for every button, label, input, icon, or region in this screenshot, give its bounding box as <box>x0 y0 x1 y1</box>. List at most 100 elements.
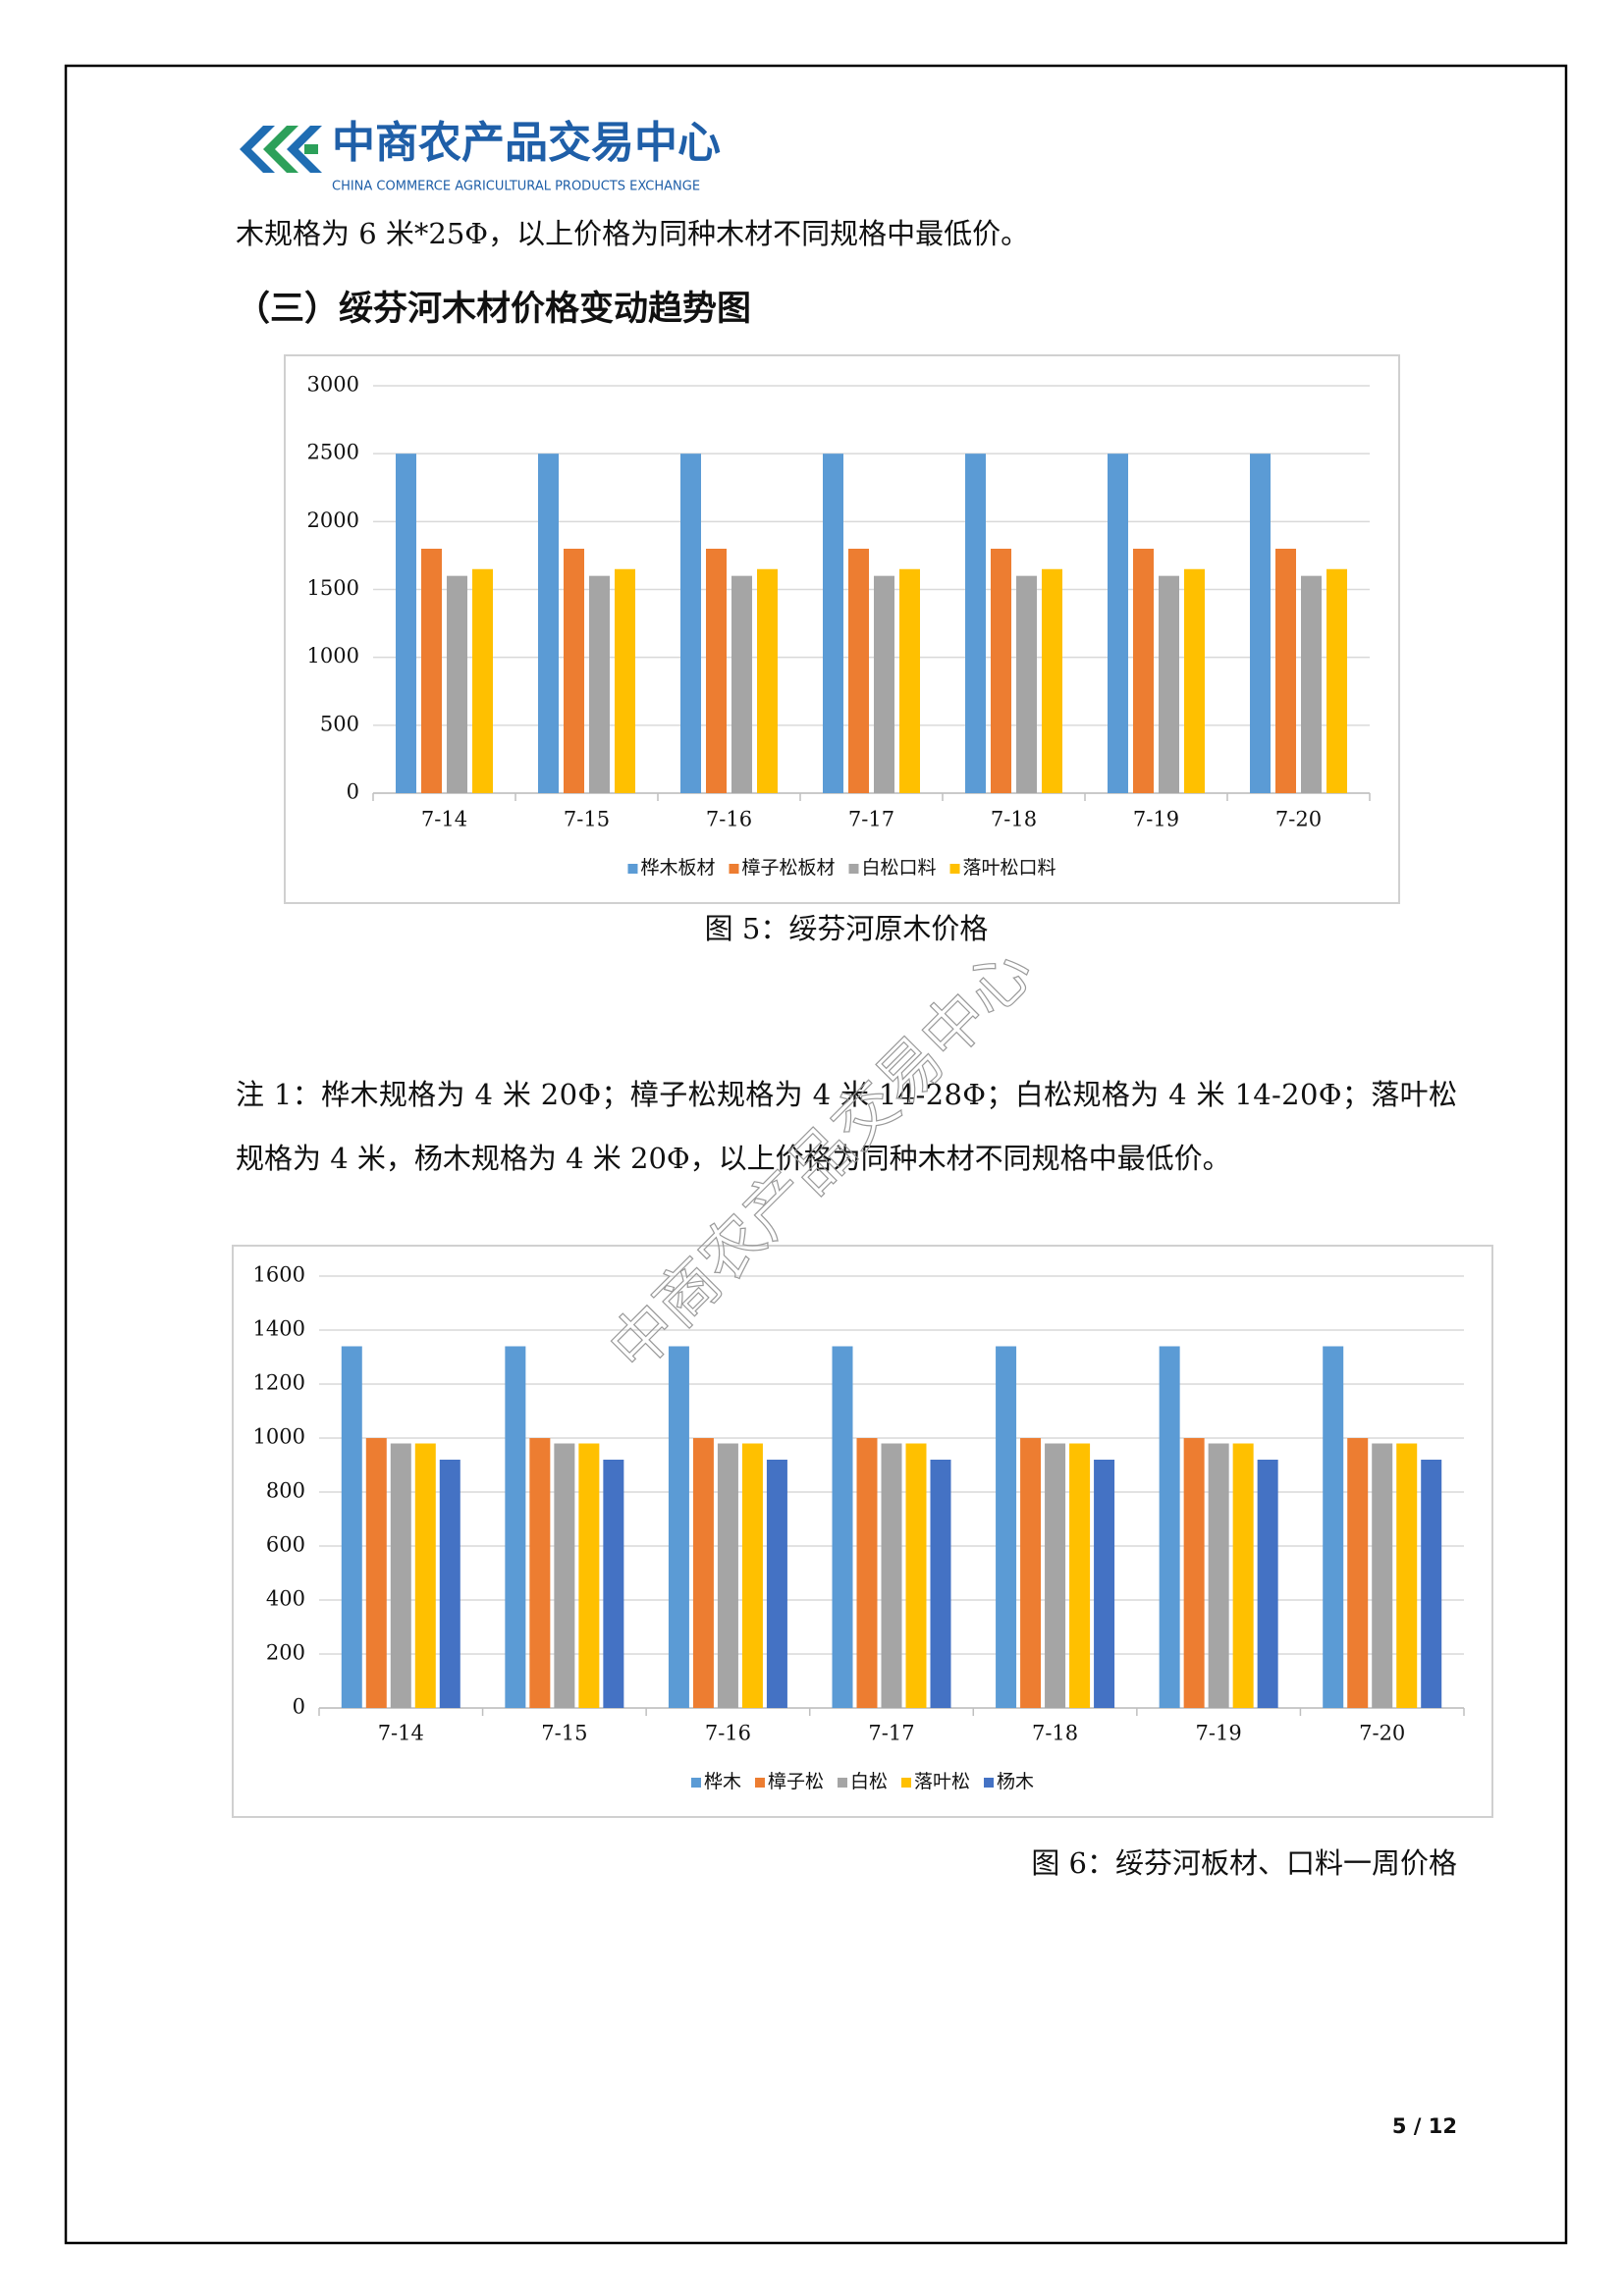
legend-label: 白松 <box>850 1771 888 1792</box>
legend-swatch <box>984 1778 995 1788</box>
section-heading: （三）绥芬河木材价格变动趋势图 <box>236 290 751 329</box>
chart-caption: 图 5：绥芬河原木价格 <box>705 912 989 945</box>
x-tick-label: 7-19 <box>1133 808 1179 831</box>
x-tick-label: 7-15 <box>541 1722 587 1745</box>
x-tick-label: 7-20 <box>1359 1722 1405 1745</box>
y-tick-label: 2500 <box>307 441 359 464</box>
y-tick-label: 500 <box>320 712 359 735</box>
bar <box>1045 1443 1066 1708</box>
bar <box>930 1460 951 1708</box>
x-tick-label: 7-18 <box>991 808 1037 831</box>
bar <box>874 575 894 793</box>
y-tick-label: 0 <box>293 1695 305 1719</box>
bar <box>965 454 986 793</box>
bar <box>991 549 1011 793</box>
x-tick-label: 7-14 <box>421 808 467 831</box>
chart-caption: 图 6：绥芬河板材、口料一周价格 <box>1031 1846 1457 1880</box>
logo-icon <box>240 126 322 173</box>
bar <box>856 1438 878 1708</box>
bar <box>1016 575 1037 793</box>
bar <box>396 454 416 793</box>
y-tick-label: 0 <box>347 780 359 804</box>
x-tick-label: 7-16 <box>705 1722 751 1745</box>
bar <box>538 454 559 793</box>
bar <box>832 1346 853 1708</box>
bar <box>1396 1443 1418 1708</box>
bar <box>899 568 920 793</box>
bar <box>1257 1460 1278 1708</box>
legend-swatch <box>837 1778 847 1788</box>
bar <box>554 1443 575 1708</box>
y-tick-label: 1000 <box>307 644 359 667</box>
bar <box>848 549 869 793</box>
bar <box>680 454 701 793</box>
bar <box>766 1460 787 1708</box>
legend-label: 落叶松 <box>914 1771 970 1792</box>
legend-swatch <box>901 1778 912 1788</box>
y-tick-label: 3000 <box>307 373 359 397</box>
legend-label: 杨木 <box>997 1771 1034 1792</box>
x-tick-label: 7-16 <box>706 808 752 831</box>
bar <box>341 1346 362 1708</box>
legend-swatch <box>729 864 739 874</box>
y-tick-label: 1600 <box>253 1263 305 1287</box>
bar <box>439 1460 460 1708</box>
bar <box>421 549 442 793</box>
bar <box>1108 454 1128 793</box>
bar <box>1421 1460 1442 1708</box>
x-tick-label: 7-17 <box>848 808 894 831</box>
bar <box>564 549 584 793</box>
bar <box>472 568 493 793</box>
note-line: 规格为 4 米，杨木规格为 4 米 20Φ，以上价格为同种木材不同规格中最低价。 <box>236 1142 1231 1175</box>
bar <box>1159 575 1179 793</box>
legend-swatch <box>627 864 638 874</box>
bar <box>1020 1438 1042 1708</box>
y-tick-label: 1500 <box>307 576 359 600</box>
bar <box>996 1346 1017 1708</box>
legend: 桦木 樟子松 白松 落叶松 杨木 <box>690 1771 1034 1792</box>
bar <box>1250 454 1271 793</box>
y-tick-label: 1400 <box>253 1317 305 1341</box>
bar <box>365 1438 387 1708</box>
bar <box>1094 1460 1115 1708</box>
bar <box>1208 1443 1229 1708</box>
legend-label: 落叶松口料 <box>963 857 1056 879</box>
bar <box>505 1346 526 1708</box>
bar <box>881 1443 902 1708</box>
legend-label: 白松口料 <box>862 857 937 879</box>
page-number: 5 / 12 <box>1392 2114 1457 2138</box>
bar <box>1323 1346 1344 1708</box>
x-tick-label: 7-19 <box>1196 1722 1242 1745</box>
bar <box>668 1346 689 1708</box>
legend-label: 桦木板材 <box>640 857 715 879</box>
bar <box>447 575 467 793</box>
bar <box>1183 1438 1205 1708</box>
bar <box>589 575 610 793</box>
x-tick-label: 7-14 <box>378 1722 424 1745</box>
bar <box>757 568 778 793</box>
bar <box>741 1443 763 1708</box>
bar <box>529 1438 551 1708</box>
bar <box>1301 575 1322 793</box>
y-tick-label: 200 <box>266 1641 305 1665</box>
bar <box>603 1460 624 1708</box>
bar <box>1347 1438 1369 1708</box>
bar <box>1133 549 1154 793</box>
x-tick-label: 7-18 <box>1032 1722 1078 1745</box>
legend-label: 桦木 <box>704 1771 741 1792</box>
y-tick-label: 2000 <box>307 508 359 532</box>
bar <box>1042 568 1062 793</box>
bar <box>1184 568 1205 793</box>
bar <box>1159 1346 1180 1708</box>
y-tick-label: 1000 <box>253 1425 305 1449</box>
bar <box>905 1443 927 1708</box>
bar <box>1232 1443 1254 1708</box>
logo-subtitle: CHINA COMMERCE AGRICULTURAL PRODUCTS EXC… <box>332 180 700 194</box>
y-tick-label: 400 <box>266 1587 305 1611</box>
note-line: 注 1：桦木规格为 4 米 20Φ；樟子松规格为 4 米 14-28Φ；白松规格… <box>236 1078 1457 1111</box>
y-tick-label: 800 <box>266 1479 305 1503</box>
bar <box>1326 568 1347 793</box>
bar <box>414 1443 436 1708</box>
